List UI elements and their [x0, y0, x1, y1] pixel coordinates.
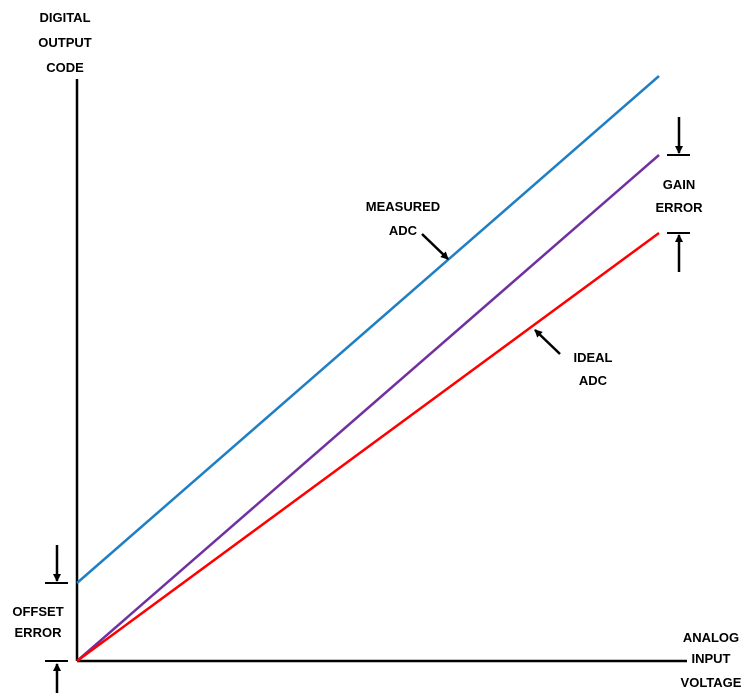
measured-adc-line: [76, 75, 660, 584]
ideal-adc-label-line1: IDEAL: [574, 350, 613, 365]
y-axis-label-line1: DIGITAL: [39, 10, 90, 25]
measured-adc-label-line2: ADC: [389, 223, 418, 238]
offset-error-label-line1: OFFSET: [12, 604, 63, 619]
ideal-adc-label-line2: ADC: [579, 373, 608, 388]
ideal-adc-line: [76, 231, 660, 663]
x-axis-label-line2: INPUT: [692, 651, 731, 666]
y-axis-label-line2: OUTPUT: [38, 35, 92, 50]
gain-error-line: [76, 154, 660, 662]
gain-error-label-line1: GAIN: [663, 177, 696, 192]
y-axis-label-line3: CODE: [46, 60, 84, 75]
gain-error-label-line2: ERROR: [656, 200, 704, 215]
ideal-pointer-arrow: [534, 329, 561, 355]
x-axis-label-line1: ANALOG: [683, 630, 739, 645]
offset-error-label-line2: ERROR: [15, 625, 63, 640]
measured-pointer-arrow: [421, 233, 449, 260]
measured-adc-label-line1: MEASURED: [366, 199, 440, 214]
x-axis-label-line3: VOLTAGE: [681, 675, 742, 690]
